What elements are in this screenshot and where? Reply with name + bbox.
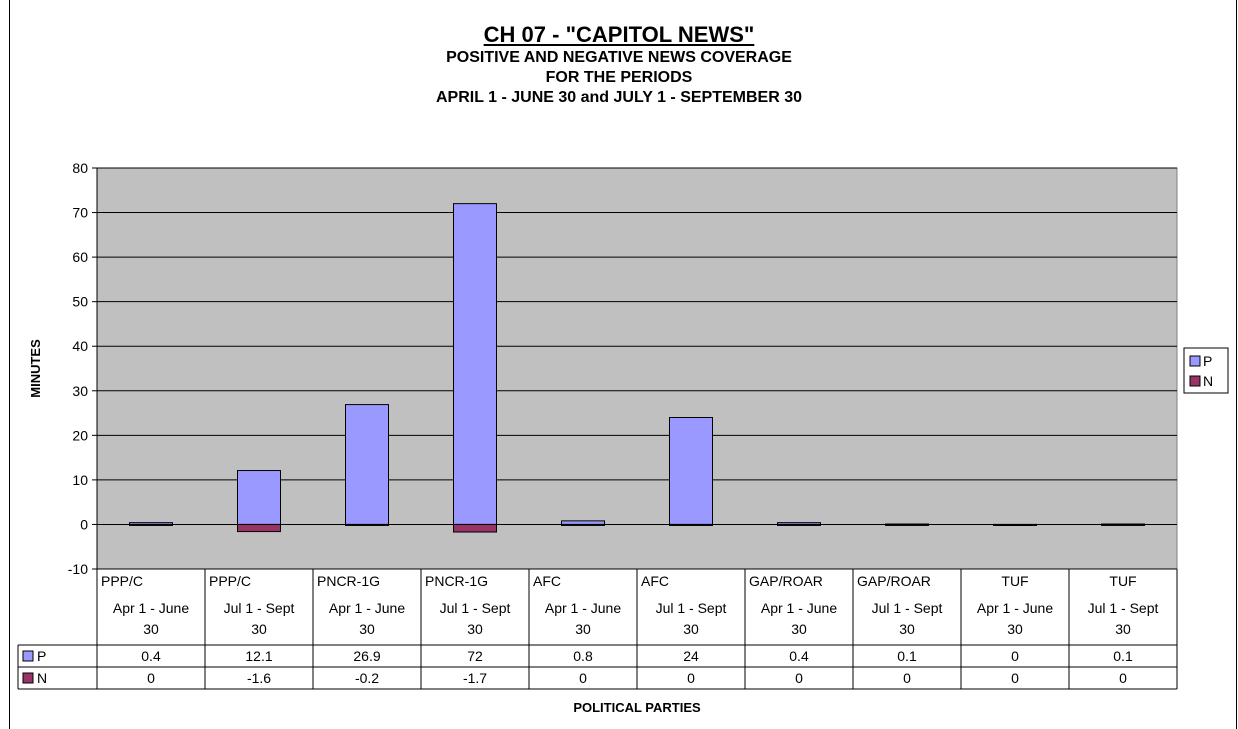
data-label-n: 0	[687, 670, 695, 686]
legend-label-n: N	[1203, 373, 1213, 389]
category-party-label: AFC	[533, 573, 561, 589]
data-label-p: 0.8	[573, 648, 593, 664]
category-period-label: 30	[1115, 621, 1131, 637]
category-period-label: 30	[899, 621, 915, 637]
data-label-n: 0	[795, 670, 803, 686]
y-tick-label: 10	[72, 472, 88, 488]
category-period-label: Jul 1 - Sept	[872, 600, 943, 616]
category-party-label: PNCR-1G	[317, 573, 380, 589]
category-period-label: Apr 1 - June	[113, 600, 189, 616]
y-tick-label: 0	[80, 516, 88, 532]
data-label-n: -1.6	[247, 670, 271, 686]
data-label-p: 12.1	[245, 648, 272, 664]
chart-frame	[9, 0, 1237, 729]
data-label-n: 0	[147, 670, 155, 686]
data-label-n: 0	[903, 670, 911, 686]
y-tick-label: 70	[72, 205, 88, 221]
data-label-p: 24	[683, 648, 699, 664]
legend-swatch-n	[1189, 375, 1201, 387]
category-party-label: TUF	[1109, 573, 1136, 589]
y-tick-label: 50	[72, 294, 88, 310]
chart-titles: CH 07 - "CAPITOL NEWS" POSITIVE AND NEGA…	[0, 22, 1238, 108]
x-axis-title: POLITICAL PARTIES	[573, 700, 701, 715]
data-label-p: 0.1	[1113, 648, 1133, 664]
data-label-n: -1.7	[463, 670, 487, 686]
legend-swatch-p	[1189, 355, 1201, 367]
category-party-label: PPP/C	[101, 573, 143, 589]
data-label-n: -0.2	[355, 670, 379, 686]
table-legend-key-n	[22, 672, 34, 684]
y-tick-label: 60	[72, 249, 88, 265]
y-tick-label: 40	[72, 338, 88, 354]
category-period-label: Apr 1 - June	[977, 600, 1053, 616]
category-period-label: Jul 1 - Sept	[656, 600, 727, 616]
data-label-p: 0.1	[897, 648, 917, 664]
y-axis-title: MINUTES	[28, 339, 43, 398]
data-label-p: 0.4	[789, 648, 809, 664]
y-tick-label: 80	[72, 160, 88, 176]
chart-subtitle-2: FOR THE PERIODS	[545, 69, 693, 86]
category-period-label: 30	[143, 621, 159, 637]
data-label-p: 26.9	[353, 648, 380, 664]
y-tick-label: 20	[72, 427, 88, 443]
category-period-label: Jul 1 - Sept	[440, 600, 511, 616]
table-series-name: P	[37, 648, 46, 664]
category-party-label: GAP/ROAR	[857, 573, 931, 589]
bar-p	[345, 404, 389, 525]
category-party-label: GAP/ROAR	[749, 573, 823, 589]
data-label-n: 0	[1119, 670, 1127, 686]
data-label-n: 0	[579, 670, 587, 686]
category-party-label: PPP/C	[209, 573, 251, 589]
bar-p	[237, 470, 281, 525]
bar-p	[561, 520, 605, 525]
category-period-label: 30	[467, 621, 483, 637]
table-legend-key-p	[22, 650, 34, 662]
bar-n	[237, 523, 281, 533]
bar-n	[453, 523, 497, 533]
category-period-label: 30	[791, 621, 807, 637]
category-period-label: Apr 1 - June	[545, 600, 621, 616]
chart-subtitle-3: APRIL 1 - JUNE 30 and JULY 1 - SEPTEMBER…	[435, 89, 803, 106]
data-label-p: 72	[467, 648, 483, 664]
chart-title: CH 07 - "CAPITOL NEWS"	[483, 22, 755, 47]
table-series-name: N	[37, 670, 47, 686]
category-party-label: AFC	[641, 573, 669, 589]
bar-p	[669, 417, 713, 525]
category-party-label: TUF	[1001, 573, 1028, 589]
y-tick-label: -10	[68, 561, 88, 577]
category-period-label: 30	[1007, 621, 1023, 637]
y-tick-label: 30	[72, 383, 88, 399]
bar-p	[453, 203, 497, 525]
data-label-p: 0.4	[141, 648, 161, 664]
category-period-label: Jul 1 - Sept	[224, 600, 295, 616]
category-period-label: Apr 1 - June	[761, 600, 837, 616]
category-period-label: 30	[359, 621, 375, 637]
category-period-label: Jul 1 - Sept	[1088, 600, 1159, 616]
category-party-label: PNCR-1G	[425, 573, 488, 589]
chart-subtitle-1: POSITIVE AND NEGATIVE NEWS COVERAGE	[446, 49, 792, 66]
category-period-label: 30	[683, 621, 699, 637]
legend-label-p: P	[1203, 353, 1212, 369]
data-label-p: 0	[1011, 648, 1019, 664]
category-period-label: Apr 1 - June	[329, 600, 405, 616]
category-period-label: 30	[575, 621, 591, 637]
data-label-n: 0	[1011, 670, 1019, 686]
category-period-label: 30	[251, 621, 267, 637]
